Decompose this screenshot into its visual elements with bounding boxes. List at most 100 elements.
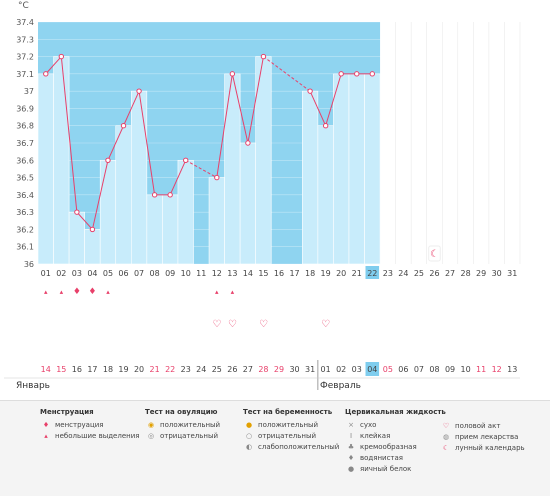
temperature-bar	[317, 125, 334, 265]
legend-cervical-title: Цервикальная жидкость	[345, 408, 446, 416]
y-tick-label: 36.2	[16, 225, 34, 234]
calendar-date-label: 26	[227, 365, 237, 374]
calendar-date-label: 20	[134, 365, 144, 374]
cycle-day-label: 29	[476, 269, 486, 278]
temperature-point	[369, 71, 375, 77]
calendar-date-label: 14	[41, 365, 51, 374]
legend-item: лунный календарь	[455, 444, 525, 452]
calendar-date-label: 06	[398, 365, 408, 374]
cycle-day-label: 04	[87, 269, 97, 278]
temperature-point	[105, 157, 111, 163]
cycle-day-label: 13	[227, 269, 237, 278]
cycle-day-label: 21	[352, 269, 362, 278]
temperature-bar	[130, 90, 148, 265]
y-axis-ticks: 36 36.1 36.2 36.3 36.4 36.5 36.6 36.7 36.8 36.9 37…	[16, 18, 34, 269]
temperature-point	[43, 71, 49, 77]
creamy-icon: ♣	[347, 443, 355, 451]
temperature-bar	[84, 229, 101, 265]
temperature-point	[89, 226, 96, 233]
legend-pregnancy: Тест на беременность ● положительный ○ отр…	[243, 407, 339, 453]
temperature-point	[322, 123, 329, 129]
temperature-bar	[99, 159, 117, 265]
temperature-segment	[107, 125, 124, 161]
temperature-segment	[76, 211, 93, 230]
y-tick-label: 36.3	[16, 208, 34, 217]
current-day-box	[365, 266, 380, 279]
y-tick-label: 37	[24, 87, 34, 96]
y-tick-label: 36.7	[16, 139, 34, 148]
calendar-date-label: 30	[289, 365, 299, 374]
month-label-february: Февраль	[320, 381, 361, 391]
calendar-date-label: 07	[414, 365, 424, 374]
temperature-bar	[115, 125, 132, 265]
menstruation-light-icon: ▴	[106, 288, 110, 296]
calendar-date-label: 08	[429, 365, 439, 374]
temperature-point	[307, 88, 313, 94]
temperature-segment	[91, 160, 109, 230]
temperature-segment	[138, 91, 156, 195]
calendar-date-label: 09	[445, 365, 455, 374]
cycle-day-label: 15	[258, 269, 268, 278]
calendar-date-label: 17	[87, 365, 97, 374]
cycle-day-label: 23	[383, 269, 393, 278]
sun-negative-icon: ◎	[147, 432, 155, 440]
temperature-point	[167, 192, 173, 198]
test-positive-icon: ●	[245, 421, 253, 429]
temperature-point	[229, 71, 236, 77]
intercourse-heart-icon: ♡	[259, 319, 268, 330]
y-tick-label: 36.8	[16, 122, 34, 131]
temperature-point	[338, 71, 344, 77]
temperature-bar	[177, 159, 194, 265]
y-tick-label: 37.4	[16, 18, 34, 27]
legend-item: небольшие выделения	[55, 432, 140, 440]
temperature-segment	[169, 160, 187, 196]
calendar-date-label: 28	[258, 365, 268, 374]
moon-badge	[428, 245, 441, 262]
intercourse-heart-icon: ♡	[321, 319, 330, 330]
temperature-points	[43, 53, 375, 233]
symptom-rows: ♦ ♦ ▴ ▴ ▴ ▴ ▴ ♡ ♡ ♡ ♡ ☾	[44, 245, 441, 330]
cycle-day-label: 25	[414, 269, 424, 278]
moon-icon: ☾	[442, 444, 450, 452]
bbt-chart: °C 36 36.1 36.2 36.3 36.4 36.5 36.6 36.7 36.8 36.…	[4, 1, 521, 391]
legend-item: отрицательный	[160, 432, 219, 440]
legend-pregnancy-title: Тест на беременность	[243, 408, 333, 416]
calendar-date-label: 18	[103, 365, 113, 374]
legend-other: ♡ половой акт ◍ прием лекарства ☾ лунный ка…	[440, 421, 525, 454]
dry-icon: ×	[348, 421, 354, 429]
y-tick-label: 36.1	[16, 243, 34, 252]
calendar-date-label: 12	[492, 365, 502, 374]
legend-ovulation: Тест на овуляцию ◉ положительный ◎ отрицат…	[145, 407, 220, 442]
menstruation-light-icon: ▴	[215, 288, 219, 296]
temperature-point	[183, 157, 189, 163]
calendar-date-label: 13	[507, 365, 517, 374]
legend-item: отрицательный	[258, 432, 317, 440]
cycle-day-label: 24	[398, 269, 408, 278]
legend-panel: Менструация ♦ менструация ▴ небольшие выде…	[0, 400, 550, 496]
legend-item: положительный	[258, 421, 319, 429]
legend-ovulation-title: Тест на овуляцию	[145, 408, 218, 416]
legend-item: положительный	[160, 421, 221, 429]
cycle-day-label: 11	[196, 269, 206, 278]
pill-icon: ◍	[442, 433, 450, 441]
legend-item: клейкая	[360, 432, 391, 440]
cycle-day-label: 10	[181, 269, 191, 278]
temperature-point	[120, 123, 127, 129]
temperature-bar	[302, 90, 319, 265]
cycle-day-row: 01 02 03 04 05 06 07 08 09 10 11 12 13 14 15 16 17 18 19 20…	[41, 266, 517, 279]
month-label-january: Январь	[16, 381, 50, 391]
calendar-date-label: 03	[352, 365, 362, 374]
temperature-segment	[45, 56, 62, 75]
legend-menstruation: Менструация ♦ менструация ▴ небольшие выде…	[40, 407, 140, 442]
cycle-day-label: 01	[41, 269, 51, 278]
cycle-day-label: 14	[243, 269, 253, 278]
temperature-point	[214, 174, 220, 181]
temperature-point	[245, 140, 251, 146]
temperature-point	[136, 88, 142, 94]
y-tick-label: 37.1	[16, 70, 34, 79]
temperature-point	[58, 53, 65, 60]
temperature-bar	[364, 73, 381, 265]
temperature-segment	[123, 90, 140, 126]
temperature-bar	[208, 177, 225, 265]
